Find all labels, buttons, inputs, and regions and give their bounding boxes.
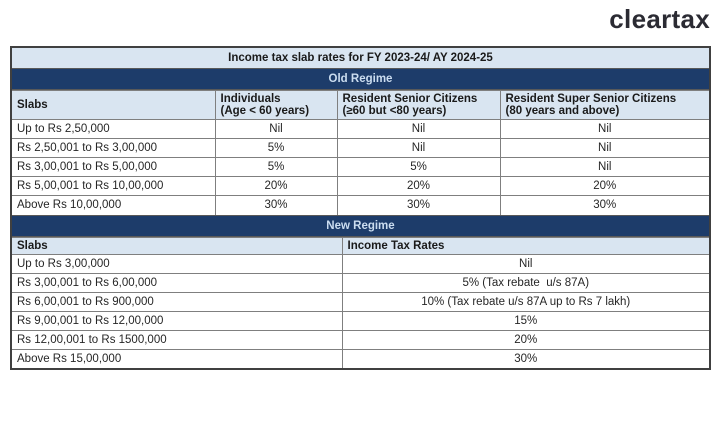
new-regime-section-header: New Regime [12, 214, 709, 237]
table-row: Up to Rs 3,00,000 Nil [12, 253, 709, 274]
rate-cell: 5% [214, 138, 338, 158]
slab-cell: Rs 2,50,001 to Rs 3,00,000 [12, 138, 216, 158]
column-header-super-senior-citizens: Resident Super Senior Citizens (80 years… [499, 90, 709, 120]
rate-cell: Nil [499, 119, 709, 139]
column-header-sublabel: (Age < 60 years) [220, 105, 310, 117]
column-header-slabs: Slabs [12, 90, 216, 120]
slab-cell: Above Rs 10,00,000 [12, 195, 216, 215]
table-row: Rs 2,50,001 to Rs 3,00,000 5% Nil Nil [12, 138, 709, 158]
column-header-income-tax-rates: Income Tax Rates [341, 236, 709, 255]
slab-cell: Above Rs 15,00,000 [12, 348, 343, 368]
slab-cell: Rs 3,00,001 to Rs 5,00,000 [12, 157, 216, 177]
rate-cell: Nil [499, 157, 709, 177]
column-header-label: Individuals [220, 93, 281, 105]
rate-cell: 5% [214, 157, 338, 177]
table-row: Up to Rs 2,50,000 Nil Nil Nil [12, 119, 709, 139]
table-row: Above Rs 15,00,000 30% [12, 348, 709, 368]
rate-cell: 10% (Tax rebate u/s 87A up to Rs 7 lakh) [341, 291, 709, 312]
column-header-label: Resident Super Senior Citizens [505, 93, 677, 105]
rate-cell: Nil [336, 119, 501, 139]
new-regime-header-row: Slabs Income Tax Rates [12, 236, 709, 255]
rate-cell: 30% [336, 195, 501, 215]
tax-slab-table: Income tax slab rates for FY 2023-24/ AY… [10, 46, 711, 370]
table-title: Income tax slab rates for FY 2023-24/ AY… [12, 48, 709, 69]
slab-cell: Rs 5,00,001 to Rs 10,00,000 [12, 176, 216, 196]
rate-cell: 15% [341, 310, 709, 331]
rate-cell: 5% [336, 157, 501, 177]
rate-cell: Nil [341, 253, 709, 274]
column-header-label: Resident Senior Citizens [342, 93, 478, 105]
rate-cell: Nil [336, 138, 501, 158]
old-regime-section-header: Old Regime [12, 69, 709, 90]
rate-cell: 20% [336, 176, 501, 196]
column-header-sublabel: (≥60 but <80 years) [342, 105, 447, 117]
table-row: Rs 6,00,001 to Rs 900,000 10% (Tax rebat… [12, 291, 709, 312]
rate-cell: Nil [214, 119, 338, 139]
slab-cell: Up to Rs 2,50,000 [12, 119, 216, 139]
rate-cell: 5% (Tax rebate u/s 87A) [341, 272, 709, 293]
column-header-senior-citizens: Resident Senior Citizens (≥60 but <80 ye… [336, 90, 501, 120]
slab-cell: Rs 12,00,001 to Rs 1500,000 [12, 329, 343, 350]
column-header-individuals: Individuals (Age < 60 years) [214, 90, 338, 120]
column-header-sublabel: (80 years and above) [505, 105, 620, 117]
rate-cell: 30% [214, 195, 338, 215]
table-row: Rs 3,00,001 to Rs 6,00,000 5% (Tax rebat… [12, 272, 709, 293]
new-regime-table: Slabs Income Tax Rates Up to Rs 3,00,000… [12, 236, 709, 368]
slab-cell: Rs 6,00,001 to Rs 900,000 [12, 291, 343, 312]
old-regime-header-row: Slabs Individuals (Age < 60 years) Resid… [12, 90, 709, 120]
rate-cell: 30% [341, 348, 709, 368]
rate-cell: 30% [499, 195, 709, 215]
column-header-slabs: Slabs [12, 236, 343, 255]
rate-cell: Nil [499, 138, 709, 158]
table-row: Rs 9,00,001 to Rs 12,00,000 15% [12, 310, 709, 331]
rate-cell: 20% [214, 176, 338, 196]
table-row: Rs 12,00,001 to Rs 1500,000 20% [12, 329, 709, 350]
table-row: Above Rs 10,00,000 30% 30% 30% [12, 195, 709, 215]
old-regime-table: Slabs Individuals (Age < 60 years) Resid… [12, 90, 709, 215]
rate-cell: 20% [341, 329, 709, 350]
rate-cell: 20% [499, 176, 709, 196]
table-row: Rs 5,00,001 to Rs 10,00,000 20% 20% 20% [12, 176, 709, 196]
cleartax-logo[interactable]: cleartax [609, 4, 710, 34]
column-header-label: Slabs [17, 99, 48, 111]
slab-cell: Rs 9,00,001 to Rs 12,00,000 [12, 310, 343, 331]
table-row: Rs 3,00,001 to Rs 5,00,000 5% 5% Nil [12, 157, 709, 177]
slab-cell: Rs 3,00,001 to Rs 6,00,000 [12, 272, 343, 293]
slab-cell: Up to Rs 3,00,000 [12, 253, 343, 274]
